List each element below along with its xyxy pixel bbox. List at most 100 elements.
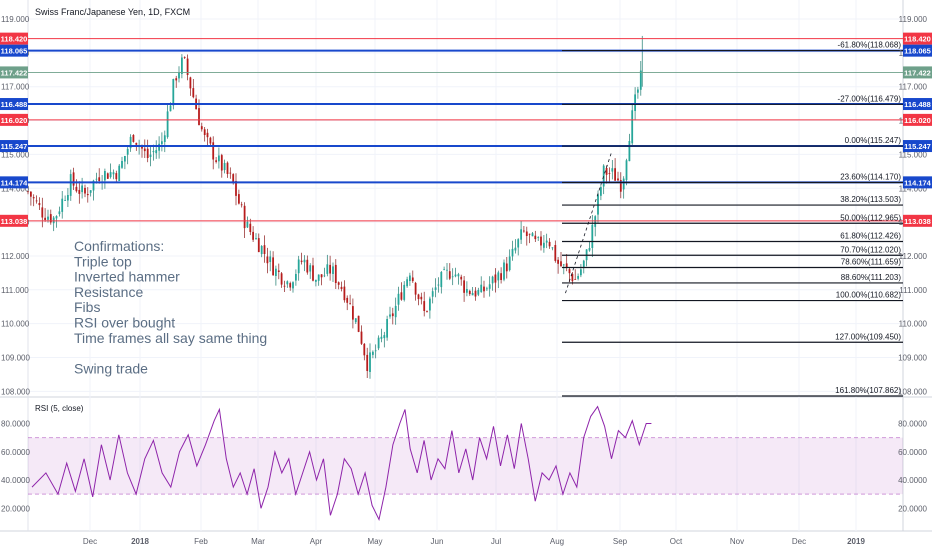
candle-body — [560, 261, 562, 267]
price-tick-left: 117.000 — [1, 83, 30, 92]
candle-body — [380, 336, 383, 339]
candle-body — [163, 135, 166, 142]
candle-body — [386, 319, 388, 338]
time-tick-label: 2018 — [131, 537, 149, 546]
candle-body — [32, 197, 35, 199]
rsi-series — [31, 405, 652, 522]
level-badge-label: 118.065 — [1, 47, 28, 56]
candle-body — [143, 148, 146, 152]
candle-body — [474, 290, 477, 297]
candle-body — [118, 165, 121, 181]
candle-body — [212, 142, 215, 160]
candle-body — [417, 294, 420, 300]
candle-body — [292, 282, 294, 289]
candle-body — [275, 268, 277, 276]
time-tick-label: Nov — [730, 537, 744, 546]
rsi-tick-left: 20.0000 — [1, 504, 30, 513]
candle-body — [414, 282, 417, 295]
time-tick-label: Oct — [670, 537, 683, 546]
candle-body — [443, 269, 445, 271]
candle-body — [580, 269, 582, 276]
candle-body — [454, 274, 457, 277]
price-tick-right: 110.000 — [899, 320, 928, 329]
candle-body — [129, 136, 132, 149]
candle-body — [198, 108, 200, 126]
candle-body — [78, 189, 81, 194]
candle-body — [141, 145, 143, 149]
candle-body — [423, 301, 426, 311]
candle-body — [306, 259, 309, 273]
rsi-tick-left: 60.0000 — [1, 448, 30, 457]
rsi-label: RSI (5, close) — [35, 404, 84, 413]
candle-body — [545, 240, 548, 243]
candle-body — [44, 217, 46, 220]
time-tick-label: Sep — [613, 537, 628, 546]
level-badge-label: 115.247 — [1, 142, 28, 151]
level-badge-label: 116.488 — [1, 100, 28, 109]
candle-body — [497, 272, 500, 281]
candle-body — [505, 263, 508, 272]
candle-body — [189, 77, 192, 89]
candle-body — [303, 259, 306, 263]
candle-body — [537, 237, 540, 238]
candle-body — [86, 194, 89, 196]
candle-body — [84, 187, 86, 194]
candle-body — [132, 135, 135, 142]
candle-body — [229, 172, 232, 174]
fib-label: 100.00%(110.682) — [836, 291, 902, 300]
candle-body — [203, 129, 206, 135]
level-badge — [0, 98, 28, 111]
rsi-tick-left: 40.0000 — [1, 476, 30, 485]
candle-body — [568, 269, 571, 274]
candle-body — [574, 279, 577, 280]
candle-body — [463, 280, 465, 293]
level-badge — [903, 113, 932, 126]
grid-lines — [28, 0, 903, 531]
candle-body — [491, 276, 494, 284]
fib-label: -61.80%(118.068) — [838, 41, 902, 50]
candle-body — [112, 172, 115, 175]
annotation-line: Resistance — [74, 284, 143, 300]
candle-body — [183, 57, 186, 58]
candle-body — [571, 274, 574, 282]
candle-body — [614, 168, 616, 181]
candle-body — [47, 216, 49, 220]
candle-body — [106, 173, 109, 179]
time-tick-label: Jun — [431, 537, 444, 546]
candle-body — [326, 264, 329, 274]
candle-body — [72, 172, 75, 186]
candle-body — [540, 236, 542, 246]
fib-levels: -61.80%(118.068) -27.00%(116.479) 0.00%(11… — [562, 41, 903, 397]
fib-label: 88.60%(111.203) — [841, 273, 902, 282]
price-tick-right: 115.000 — [899, 150, 928, 159]
fib-label: 161.80%(107.862) — [835, 386, 901, 395]
candle-body — [565, 263, 568, 268]
candle-body — [61, 198, 64, 212]
candle-body — [494, 274, 497, 283]
level-badge — [0, 113, 28, 126]
candle-body — [619, 180, 622, 192]
candle-body — [457, 274, 460, 277]
candle-body — [186, 58, 189, 75]
candle-body — [35, 200, 38, 202]
candle-body — [514, 247, 517, 251]
candle-body — [357, 315, 360, 332]
candle-body — [611, 168, 614, 172]
candle-body — [352, 306, 354, 320]
candle-body — [95, 178, 98, 180]
candle-body — [625, 160, 628, 180]
candle-body — [448, 271, 451, 279]
candle-body — [332, 266, 334, 274]
candle-body — [64, 200, 66, 201]
candle-body — [429, 298, 431, 311]
candle-body — [109, 172, 112, 178]
level-badge-label: 118.420 — [904, 35, 931, 44]
rsi-tick-right: 20.0000 — [898, 504, 927, 513]
candle-body — [554, 245, 557, 261]
candle-body — [477, 290, 480, 295]
level-badge-label: 116.020 — [904, 116, 931, 125]
candle-body — [200, 126, 203, 130]
candle-body — [98, 177, 101, 181]
candle-body — [483, 286, 485, 292]
candle-body — [232, 174, 235, 184]
